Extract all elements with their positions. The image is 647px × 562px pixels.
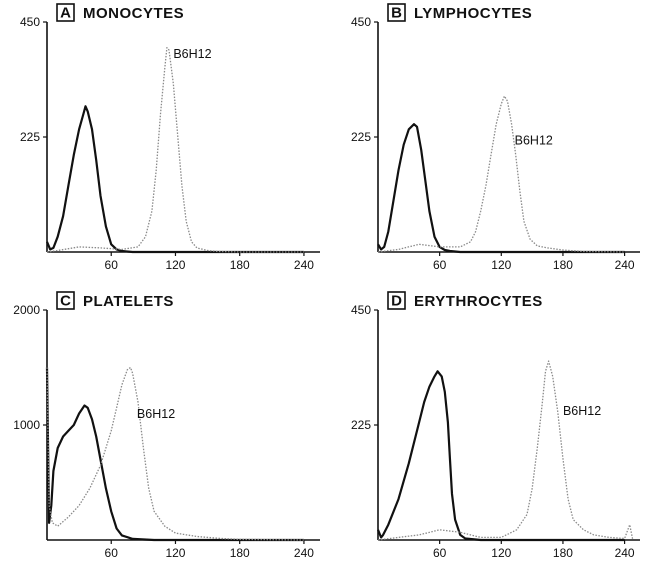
panel-letter: C — [60, 293, 71, 310]
annotation-label: B6H12 — [515, 134, 553, 148]
panel-c: C PLATELETS 60 120 180 240 1000 2000 B6H12 — [13, 291, 320, 560]
x-tick-label: 120 — [165, 546, 185, 560]
annotation-label: B6H12 — [137, 407, 175, 421]
series-solid-line — [45, 105, 304, 254]
y-tick-label: 225 — [351, 418, 371, 432]
x-tick-label: 180 — [230, 258, 250, 272]
series-solid-line — [377, 123, 625, 254]
panel-b: B LYMPHOCYTES 60 120 180 240 225 450 B6H12 — [351, 3, 640, 272]
y-tick-label: 225 — [20, 130, 40, 144]
panel-title: ERYTHROCYTES — [414, 293, 543, 310]
y-tick-label: 450 — [20, 15, 40, 29]
x-tick-label: 240 — [615, 546, 635, 560]
x-tick-label: 240 — [615, 258, 635, 272]
y-tick-label: 225 — [351, 130, 371, 144]
y-tick-label: 1000 — [13, 418, 40, 432]
x-tick-label: 120 — [165, 258, 185, 272]
series-solid-line — [376, 370, 625, 542]
x-tick-label: 60 — [433, 258, 447, 272]
y-tick-label: 2000 — [13, 303, 40, 317]
annotation-label: B6H12 — [563, 404, 601, 418]
panel-letter: D — [391, 293, 402, 310]
x-tick-label: 120 — [491, 546, 511, 560]
annotation-label: B6H12 — [173, 47, 211, 61]
x-tick-label: 180 — [553, 258, 573, 272]
panel-title: PLATELETS — [83, 293, 174, 310]
x-tick-label: 120 — [491, 258, 511, 272]
panel-d: D ERYTHROCYTES 60 120 180 240 225 450 B6H12 — [351, 291, 640, 560]
x-tick-label: 240 — [294, 546, 314, 560]
panel-letter-box — [387, 3, 406, 22]
x-tick-label: 60 — [105, 258, 119, 272]
series-solid-line — [45, 367, 304, 542]
x-tick-label: 240 — [294, 258, 314, 272]
series-dotted-line — [377, 360, 634, 541]
panel-letter-box — [56, 3, 75, 22]
panel-title: MONOCYTES — [83, 5, 184, 22]
x-tick-label: 180 — [553, 546, 573, 560]
panel-letter: A — [60, 5, 71, 22]
x-tick-label: 60 — [105, 546, 119, 560]
panel-title: LYMPHOCYTES — [414, 5, 532, 22]
y-tick-label: 450 — [351, 15, 371, 29]
y-tick-label: 450 — [351, 303, 371, 317]
panel-letter-box — [387, 291, 406, 310]
panel-letter-box — [56, 291, 75, 310]
x-tick-label: 60 — [433, 546, 447, 560]
x-tick-label: 180 — [230, 546, 250, 560]
series-dotted-line — [46, 46, 304, 253]
series-dotted-line — [46, 366, 304, 541]
panel-letter: B — [391, 5, 402, 22]
panel-a: A MONOCYTES 60 120 180 240 225 450 B6H12 — [20, 3, 320, 272]
series-dotted-line — [377, 95, 625, 253]
